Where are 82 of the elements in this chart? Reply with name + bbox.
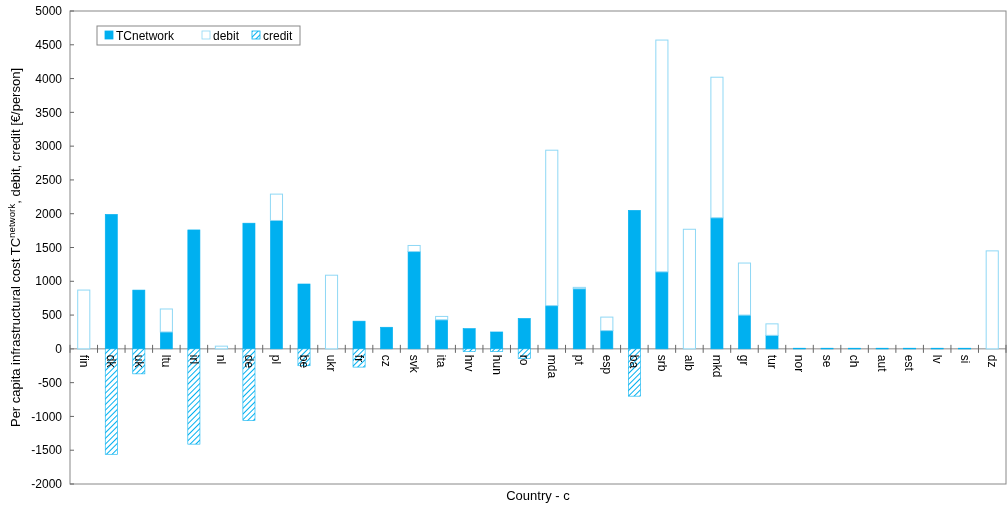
bar bbox=[545, 149, 559, 307]
y-tick-label: -1500 bbox=[31, 443, 63, 458]
bar bbox=[462, 328, 476, 350]
x-tick-label: be bbox=[296, 354, 311, 369]
x-tick-label: esp bbox=[599, 354, 614, 375]
x-tick-label: hun bbox=[489, 354, 504, 375]
bar bbox=[380, 326, 393, 350]
bar bbox=[159, 308, 173, 333]
y-tick-label: 1500 bbox=[35, 240, 63, 255]
y-tick-label: 1000 bbox=[35, 274, 63, 289]
bar bbox=[407, 244, 421, 253]
bar bbox=[324, 274, 339, 350]
x-tick-label: ukr bbox=[324, 354, 339, 372]
y-tick-label: 3000 bbox=[35, 139, 63, 154]
bar bbox=[738, 314, 751, 350]
bar bbox=[985, 250, 999, 350]
x-tick-label: ch bbox=[847, 354, 862, 368]
bar bbox=[545, 305, 559, 350]
x-tick-label: cz bbox=[379, 354, 394, 367]
x-tick-label: uk bbox=[131, 354, 146, 369]
bar bbox=[655, 39, 669, 273]
y-tick-label: 500 bbox=[41, 308, 63, 323]
x-tick-label: lv bbox=[929, 354, 944, 364]
y-tick-label: 4500 bbox=[35, 37, 63, 52]
bar bbox=[765, 323, 779, 336]
x-tick-label: irl bbox=[186, 354, 201, 365]
x-tick-label: gr bbox=[737, 354, 752, 366]
x-tick-label: tur bbox=[764, 354, 779, 369]
x-tick-label: est bbox=[902, 354, 917, 372]
x-tick-label: fr bbox=[351, 354, 366, 363]
x-tick-label: dk bbox=[104, 354, 119, 369]
y-tick-label: 2000 bbox=[35, 206, 63, 221]
bar bbox=[214, 345, 228, 350]
bar bbox=[682, 228, 696, 350]
x-tick-label: pt bbox=[572, 354, 587, 366]
x-tick-label: aut bbox=[874, 354, 889, 373]
x-tick-label: ita bbox=[434, 354, 449, 368]
x-tick-label: ltu bbox=[159, 354, 174, 368]
legend-label: credit bbox=[263, 28, 294, 43]
y-tick-label: 0 bbox=[55, 342, 63, 357]
x-tick-label: de bbox=[241, 354, 256, 369]
bar bbox=[710, 76, 724, 219]
bar bbox=[737, 262, 752, 316]
y-tick-label: 5000 bbox=[35, 4, 63, 19]
legend-label: debit bbox=[213, 28, 240, 43]
bar bbox=[600, 330, 614, 350]
x-tick-label: dz bbox=[985, 354, 1000, 368]
bar bbox=[160, 331, 173, 350]
x-tick-label: svk bbox=[406, 354, 421, 374]
bar bbox=[269, 193, 284, 221]
x-tick-label: fin bbox=[76, 354, 91, 368]
x-tick-label: hrv bbox=[461, 354, 476, 372]
y-tick-label: 4000 bbox=[35, 71, 63, 86]
x-tick-label: pl bbox=[269, 354, 284, 365]
x-tick-label: alb bbox=[682, 354, 697, 372]
legend-label: TCnetwork bbox=[116, 28, 176, 43]
x-tick-label: si bbox=[957, 354, 972, 364]
y-tick-label: 2500 bbox=[35, 173, 63, 188]
bar bbox=[270, 220, 283, 350]
x-tick-label: mda bbox=[544, 354, 559, 379]
x-tick-label: ro bbox=[517, 354, 532, 366]
y-tick-label: -2000 bbox=[31, 477, 63, 492]
y-tick-label: -500 bbox=[37, 375, 63, 390]
x-tick-label: mkd bbox=[709, 354, 724, 378]
bar bbox=[77, 289, 91, 350]
bar bbox=[600, 316, 614, 332]
y-tick-label: 3500 bbox=[35, 105, 63, 120]
bar bbox=[765, 335, 779, 350]
y-tick-label: -1000 bbox=[31, 409, 63, 424]
x-tick-label: se bbox=[819, 354, 834, 368]
x-tick-label: nor bbox=[792, 354, 807, 373]
x-tick-label: srb bbox=[654, 354, 669, 372]
x-tick-label: nl bbox=[214, 354, 229, 365]
bar bbox=[435, 315, 449, 321]
bar bbox=[490, 331, 504, 350]
bar bbox=[435, 319, 448, 350]
bar bbox=[407, 251, 421, 350]
bar bbox=[655, 271, 669, 350]
x-tick-label: ba bbox=[627, 354, 642, 369]
x-axis-title: Country - c bbox=[506, 488, 571, 503]
bar bbox=[710, 217, 724, 350]
bar bbox=[572, 288, 586, 350]
